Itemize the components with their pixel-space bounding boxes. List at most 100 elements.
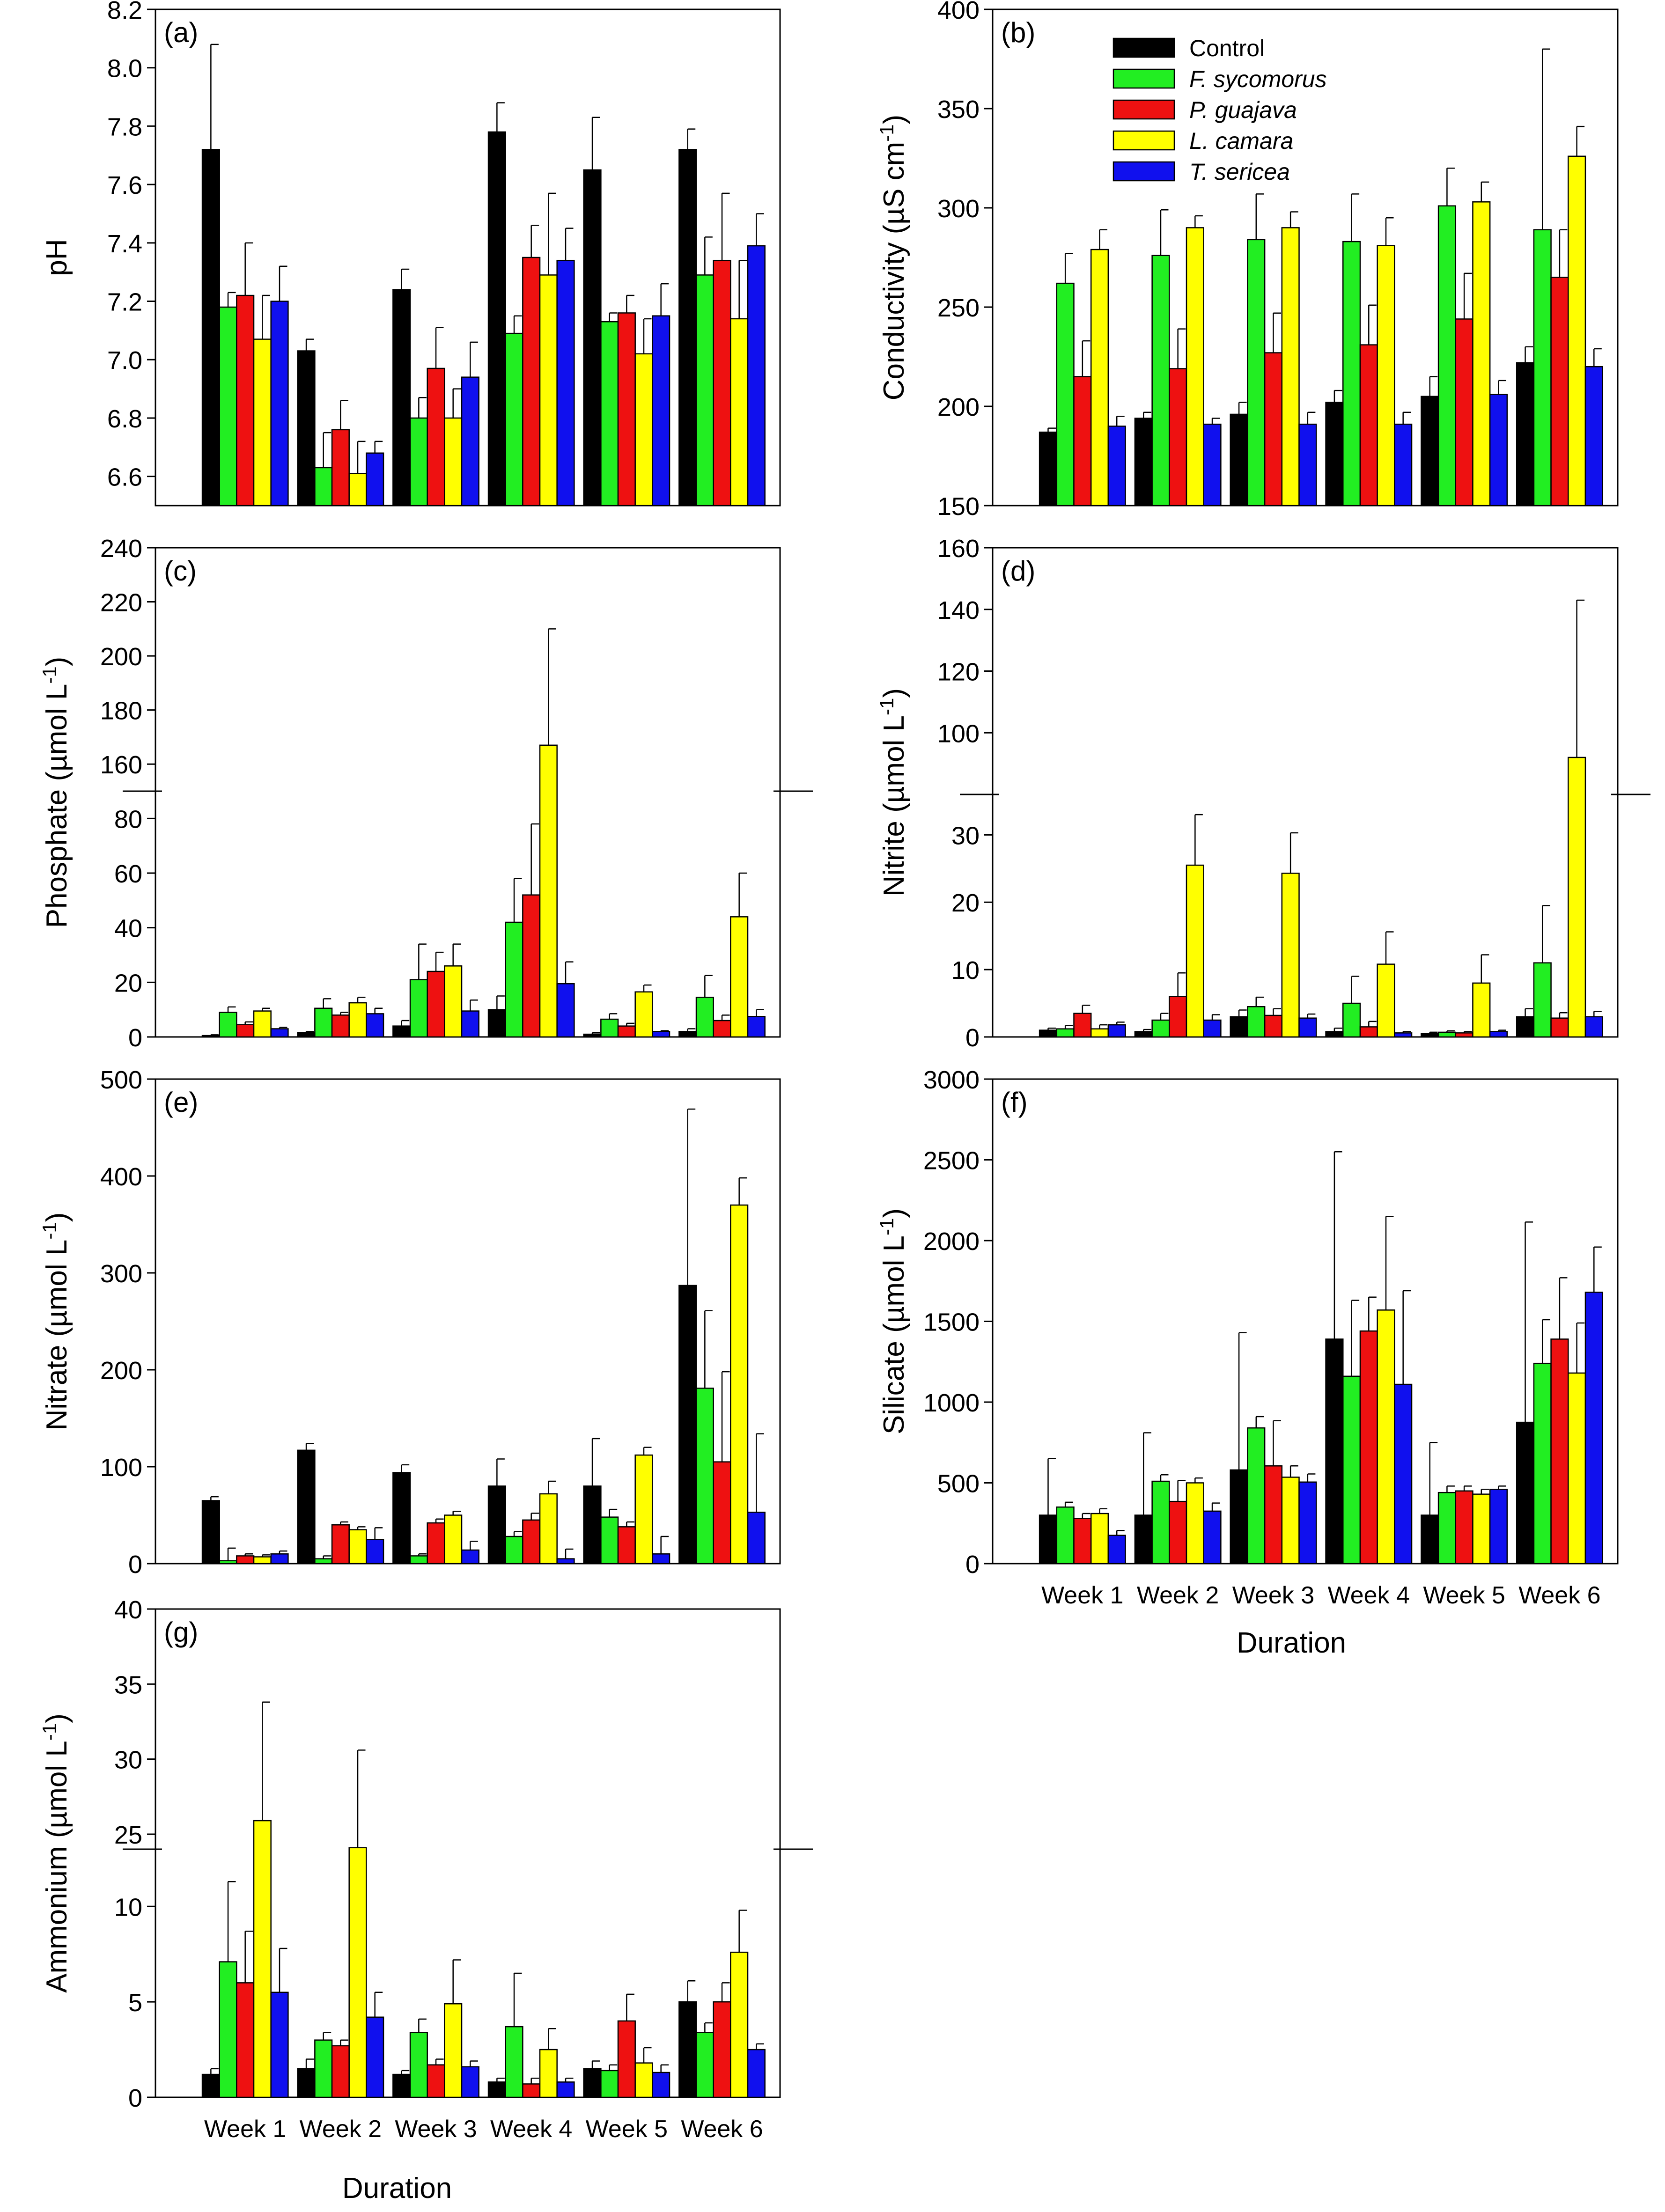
bar-t-sericea-week-3 xyxy=(461,1010,479,1038)
legend-swatch-t-sericea xyxy=(1112,161,1175,182)
bar-control-week-5 xyxy=(1421,1033,1439,1038)
bar-p-guajava-week-2 xyxy=(331,1014,350,1038)
bar-f-sycomorus-week-1 xyxy=(219,1961,237,2098)
bar-f-sycomorus-week-4 xyxy=(1342,1002,1361,1038)
y-tick-label: 60 xyxy=(114,860,142,888)
bar-f-sycomorus-week-1 xyxy=(219,1012,237,1038)
y-tick-label: 5 xyxy=(128,1989,142,2017)
panel-f: 0 500 1000 1500 2000 2500 3000 (f) Silicate (µmo… xyxy=(876,1066,1619,1609)
y-tick-label: 500 xyxy=(100,1066,142,1094)
x-axis-title-right: Duration xyxy=(1237,1627,1346,1659)
bar-t-sericea-week-1 xyxy=(270,1553,289,1565)
bar-control-week-2 xyxy=(1134,1514,1153,1565)
y-tick-label: 250 xyxy=(937,294,980,322)
bar-l-camara-week-1 xyxy=(1090,1513,1109,1565)
bar-t-sericea-week-3 xyxy=(461,2066,479,2098)
y-tick-label: 200 xyxy=(100,643,142,671)
bar-t-sericea-week-4 xyxy=(556,1558,575,1565)
y-tick-label: 7.8 xyxy=(107,113,142,141)
bar-t-sericea-week-3 xyxy=(1298,423,1317,507)
x-tick-label: Week 6 xyxy=(1518,1582,1600,1609)
y-tick-label: 400 xyxy=(937,0,980,24)
y-tick-label: 30 xyxy=(114,1746,142,1774)
bar-t-sericea-week-6 xyxy=(1584,1292,1603,1565)
y-tick-label: 0 xyxy=(128,2084,142,2112)
bar-control-week-1 xyxy=(201,149,220,507)
legend-swatch-p-guajava xyxy=(1112,99,1175,120)
bar-control-week-3 xyxy=(1230,1016,1248,1038)
bar-f-sycomorus-week-2 xyxy=(314,1558,333,1565)
y-tick-label: 8.2 xyxy=(107,0,142,24)
bar-t-sericea-week-2 xyxy=(366,452,384,507)
panel-d: 0 10 20 30 100 120 140 160 (d) Nitrite (µmol L-1) xyxy=(876,535,1650,1052)
bar-t-sericea-week-3 xyxy=(1298,1017,1317,1038)
bar-control-week-6 xyxy=(1516,1016,1535,1038)
bar-l-camara-week-1 xyxy=(1090,249,1109,507)
bar-f-sycomorus-week-1 xyxy=(1056,282,1075,507)
plot-frame xyxy=(992,547,1619,1038)
bar-l-camara-week-3 xyxy=(444,417,463,507)
y-tick-label: 350 xyxy=(937,96,980,124)
legend-label: T. sericea xyxy=(1189,159,1290,185)
y-tick-label: 140 xyxy=(937,596,980,625)
bar-f-sycomorus-week-5 xyxy=(600,321,619,507)
bar-p-guajava-week-3 xyxy=(1264,352,1283,507)
bar-t-sericea-week-6 xyxy=(1584,1016,1603,1038)
bar-t-sericea-week-5 xyxy=(1489,1489,1508,1565)
y-tick-label: 1000 xyxy=(923,1389,980,1417)
panel-e: 0 100 200 300 400 500 (e) Nitrate (µmol L-1) xyxy=(38,1066,781,1579)
y-tick-label: 20 xyxy=(114,969,142,997)
x-tick-label: Week 2 xyxy=(1137,1582,1219,1609)
x-tick-label: Week 5 xyxy=(1423,1582,1505,1609)
legend-label: P. guajava xyxy=(1189,97,1297,123)
bar-f-sycomorus-week-4 xyxy=(1342,1375,1361,1565)
y-tick-label: 1500 xyxy=(923,1308,980,1337)
bar-control-week-6 xyxy=(678,149,697,507)
y-axis-title: pH xyxy=(41,239,73,276)
bar-t-sericea-week-4 xyxy=(1394,423,1413,507)
bar-l-camara-week-4 xyxy=(539,2049,558,2098)
bar-l-camara-week-5 xyxy=(1472,1493,1491,1565)
plot-frame xyxy=(155,547,781,1038)
y-tick-label: 200 xyxy=(937,393,980,421)
bar-t-sericea-week-2 xyxy=(366,2016,384,2098)
y-tick-label: 7.2 xyxy=(107,288,142,316)
panel-label: (c) xyxy=(164,555,197,587)
bar-p-guajava-week-1 xyxy=(236,1024,255,1038)
panel-b: 150 200 250 300 350 400 (b) Conductivity (µS cm… xyxy=(876,0,1619,521)
bar-control-week-1 xyxy=(1039,431,1058,507)
legend-label: F. sycomorus xyxy=(1189,66,1327,92)
bar-p-guajava-week-1 xyxy=(1073,376,1092,507)
x-tick-label: Week 1 xyxy=(1041,1582,1123,1609)
bar-l-camara-week-4 xyxy=(1377,1309,1395,1565)
bar-t-sericea-week-6 xyxy=(747,2049,766,2098)
y-tick-label: 200 xyxy=(100,1357,142,1385)
bar-p-guajava-week-2 xyxy=(1169,1500,1187,1565)
bar-p-guajava-week-4 xyxy=(522,894,541,1038)
bar-f-sycomorus-week-2 xyxy=(1151,1019,1170,1038)
bar-f-sycomorus-week-2 xyxy=(1151,255,1170,507)
bar-p-guajava-week-1 xyxy=(1073,1518,1092,1565)
bar-control-week-3 xyxy=(392,289,411,507)
y-tick-label: 10 xyxy=(114,1893,142,1921)
bar-f-sycomorus-week-5 xyxy=(600,1018,619,1038)
panel-label: (d) xyxy=(1001,555,1035,587)
bar-p-guajava-week-3 xyxy=(427,1522,445,1565)
bar-t-sericea-week-4 xyxy=(556,2081,575,2098)
y-axis-title: Phosphate (µmol L-1) xyxy=(38,657,73,928)
bar-f-sycomorus-week-1 xyxy=(1056,1028,1075,1038)
bar-f-sycomorus-week-5 xyxy=(600,1516,619,1565)
bar-f-sycomorus-week-5 xyxy=(1437,1492,1457,1565)
y-tick-label: 8.0 xyxy=(107,55,142,83)
bar-p-guajava-week-5 xyxy=(617,1025,636,1038)
bar-l-camara-week-4 xyxy=(1377,963,1395,1038)
bar-l-camara-week-1 xyxy=(1090,1028,1109,1038)
bar-l-camara-week-2 xyxy=(348,1002,367,1038)
y-tick-label: 30 xyxy=(951,822,980,850)
bar-t-sericea-week-1 xyxy=(270,1028,289,1038)
bar-p-guajava-week-5 xyxy=(1455,1032,1473,1038)
y-tick-label: 7.0 xyxy=(107,346,142,375)
bar-p-guajava-week-3 xyxy=(427,970,445,1038)
bar-t-sericea-week-3 xyxy=(461,376,479,507)
x-tick-label: Week 1 xyxy=(204,2116,286,2143)
